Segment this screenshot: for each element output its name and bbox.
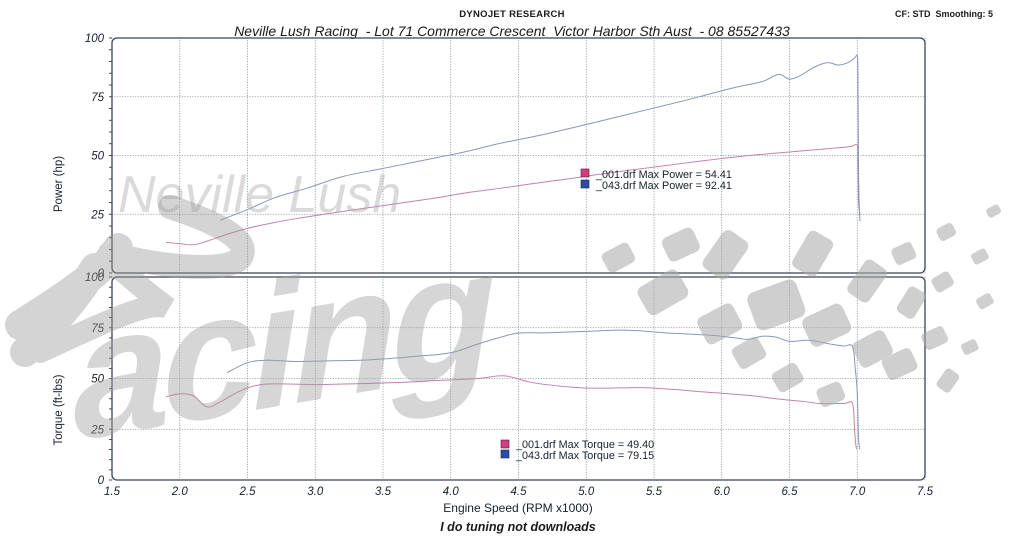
svg-text:3.0: 3.0 (307, 486, 324, 498)
svg-text:75: 75 (91, 92, 104, 104)
svg-text:4.0: 4.0 (443, 486, 460, 498)
svg-text:50: 50 (91, 151, 104, 163)
svg-text:5.5: 5.5 (646, 486, 663, 498)
svg-text:Engine Speed (RPM x1000): Engine Speed (RPM x1000) (443, 501, 592, 515)
svg-text:5.0: 5.0 (578, 486, 595, 498)
svg-text:100: 100 (85, 33, 105, 45)
svg-text:_043.drf Max Torque = 79.15: _043.drf Max Torque = 79.15 (515, 450, 654, 462)
svg-text:_043.drf Max Power = 92.41: _043.drf Max Power = 92.41 (595, 180, 732, 192)
svg-text:6.0: 6.0 (714, 486, 731, 498)
svg-text:25: 25 (90, 209, 104, 221)
svg-text:7.0: 7.0 (849, 486, 866, 498)
svg-text:I do tuning not downloads: I do tuning not downloads (440, 520, 596, 534)
svg-text:4.5: 4.5 (511, 486, 528, 498)
svg-text:Power (hp): Power (hp) (53, 156, 65, 212)
svg-text:Torque (ft-lbs): Torque (ft-lbs) (53, 374, 65, 445)
svg-text:6.5: 6.5 (782, 486, 799, 498)
svg-text:7.5: 7.5 (917, 486, 934, 498)
svg-text:3.5: 3.5 (375, 486, 392, 498)
svg-text:2.0: 2.0 (171, 486, 189, 498)
svg-text:Neville Lush: Neville Lush (118, 166, 401, 224)
svg-text:1.5: 1.5 (104, 486, 121, 498)
svg-text:2.5: 2.5 (239, 486, 257, 498)
